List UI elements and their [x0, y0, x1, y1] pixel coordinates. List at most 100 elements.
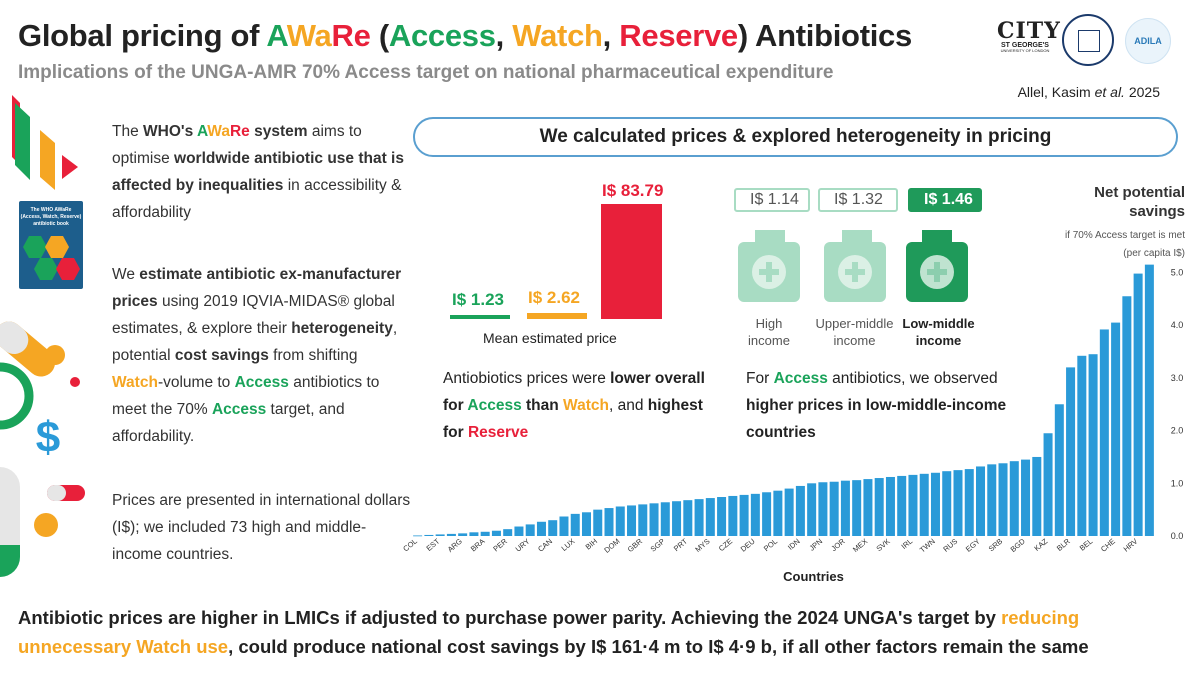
savings-bar	[480, 531, 490, 536]
x-tick-label: GBR	[626, 536, 645, 554]
savings-bar	[1021, 459, 1031, 536]
x-tick-label: MEX	[851, 537, 869, 554]
y-tick-label: 5.0	[1171, 268, 1184, 278]
savings-bar	[1032, 456, 1042, 536]
savings-bar	[818, 482, 828, 536]
y-tick-label: 1.0	[1171, 478, 1184, 488]
decor-red-dot	[70, 377, 80, 387]
savings-bar	[885, 476, 895, 536]
x-tick-label: EGY	[964, 537, 982, 554]
x-axis-label: Countries	[783, 569, 844, 584]
savings-bar	[446, 533, 456, 536]
x-tick-label: PER	[491, 536, 509, 553]
decor-green-arc	[0, 362, 34, 430]
page-subtitle: Implications of the UNGA-AMR 70% Access …	[18, 62, 834, 83]
high-income-bottle-icon	[738, 242, 800, 302]
x-tick-label: SVK	[874, 537, 891, 554]
savings-bar	[1077, 355, 1087, 536]
decor-orange-bar	[40, 130, 55, 190]
savings-bar	[908, 474, 918, 536]
x-tick-label: BGD	[1009, 536, 1028, 554]
income-low-middle: I$ 1.46	[908, 188, 982, 212]
y-tick-label: 3.0	[1171, 373, 1184, 383]
x-tick-label: MYS	[693, 537, 711, 554]
x-tick-label: PRT	[672, 536, 689, 553]
savings-bar	[638, 504, 648, 536]
watch-price-label: I$ 2.62	[528, 288, 580, 307]
savings-bar	[1144, 264, 1154, 536]
savings-bar	[536, 521, 546, 536]
x-tick-label: HRV	[1122, 537, 1140, 554]
savings-bar	[435, 534, 445, 536]
decor-red-triangle	[62, 155, 78, 179]
savings-bar	[953, 470, 963, 536]
savings-bar	[773, 490, 783, 536]
savings-bar	[581, 512, 591, 536]
savings-bar	[829, 481, 839, 536]
savings-bar	[1009, 461, 1019, 536]
low-middle-income-bottle-icon	[906, 242, 968, 302]
x-tick-label: IRL	[900, 537, 915, 551]
savings-bar	[604, 508, 614, 536]
upper-middle-income-bottle-icon	[824, 242, 886, 302]
dollar-icon: $	[36, 413, 60, 462]
savings-bar	[930, 472, 940, 536]
upper-middle-income-label: Upper-middle income	[815, 316, 894, 348]
high-income-price-tag: I$ 1.14	[734, 188, 810, 212]
x-tick-label: SGP	[649, 537, 667, 554]
savings-bar	[503, 529, 513, 536]
high-income-label: High income	[748, 316, 790, 348]
adila-logo: ADILA	[1125, 18, 1171, 64]
savings-bar	[649, 503, 659, 536]
savings-bar	[458, 533, 468, 536]
aware-book-cover: The WHO AWaRe (Access, Watch, Reserve) a…	[19, 201, 83, 289]
oxford-seal-logo	[1062, 14, 1114, 66]
low-middle-income-price-tag: I$ 1.46	[908, 188, 982, 212]
savings-bar	[525, 524, 535, 536]
savings-bar	[795, 485, 805, 536]
section-banner: We calculated prices & explored heteroge…	[413, 117, 1178, 157]
low-middle-income-label: Low-middle income	[902, 316, 975, 348]
savings-bar	[469, 532, 479, 536]
x-tick-label: EST	[424, 536, 441, 553]
access-price-bar	[450, 315, 510, 319]
savings-bar	[976, 466, 986, 536]
x-tick-label: CZE	[717, 537, 734, 554]
savings-bar	[998, 463, 1008, 536]
x-tick-label: DEU	[739, 537, 757, 554]
savings-bar	[660, 502, 670, 536]
savings-bar	[570, 513, 580, 536]
savings-bar	[750, 493, 760, 536]
y-tick-label: 2.0	[1171, 426, 1184, 436]
x-tick-label: CAN	[536, 537, 554, 554]
savings-bar	[1111, 322, 1121, 536]
decorative-shapes: $	[0, 95, 85, 577]
savings-bar-chart: COL EST ARG BRA PER URY CAN LUX BIH DOM GBR SGP PRT M…	[401, 264, 1184, 584]
savings-bar	[694, 499, 704, 536]
x-tick-label: KAZ	[1032, 536, 1049, 553]
mean-price-caption: Mean estimated price	[483, 330, 617, 346]
x-tick-label: ARG	[446, 537, 464, 554]
intro-paragraph: The WHO's AWaRe system aims to optimise …	[112, 123, 404, 221]
capsule-icon	[0, 321, 56, 377]
x-tick-label: DOM	[602, 537, 621, 555]
savings-bar	[784, 488, 794, 536]
savings-bar	[807, 483, 817, 536]
savings-bar	[593, 509, 603, 536]
footer-conclusion: Antibiotic prices are higher in LMICs if…	[18, 607, 1089, 657]
income-high: I$ 1.14	[734, 188, 810, 212]
x-tick-label: CHE	[1099, 537, 1117, 554]
savings-bar	[1054, 404, 1064, 536]
savings-bar	[897, 475, 907, 536]
savings-bar	[705, 498, 715, 536]
page-title: Global pricing of AWaRe (Access, Watch, …	[18, 18, 912, 53]
savings-bar	[413, 535, 423, 537]
savings-bar	[874, 478, 884, 536]
x-tick-label: JPN	[808, 537, 825, 553]
x-tick-label: COL	[401, 537, 419, 554]
savings-bar	[548, 520, 558, 536]
savings-bar	[762, 492, 772, 536]
savings-bar	[717, 497, 727, 536]
mean-price-description: Antiobiotics prices were lower overall f…	[443, 370, 705, 441]
access-price-label: I$ 1.23	[452, 290, 504, 309]
